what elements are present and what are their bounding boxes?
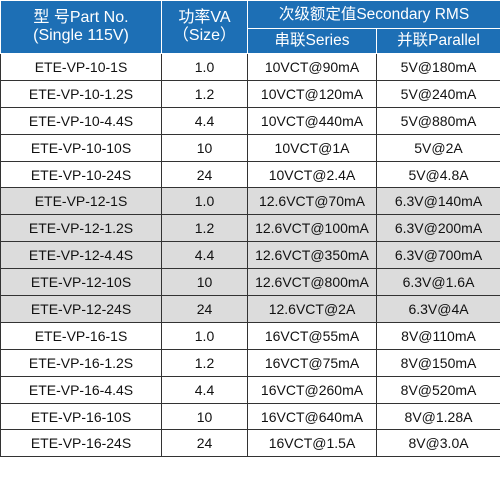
power-va-header: 功率VA （Size） [161,0,248,54]
series-rating-cell: 16VCT@260mA [247,375,377,404]
part-number-cell: ETE-VP-16-4.4S [0,375,162,404]
parallel-rating-cell: 6.3V@200mA [375,214,500,243]
table-row: ETE-VP-10-4.4S 4.4 10VCT@440mA 5V@880mA [0,106,500,135]
power-va-cell: 1.0 [161,321,248,350]
parallel-rating-cell: 8V@3.0A [375,429,500,458]
series-rating-cell: 12.6VCT@100mA [247,214,377,243]
part-number-header: 型 号Part No. (Single 115V) [0,0,162,54]
table-header: 型 号Part No. (Single 115V) 功率VA （Size） 次级… [0,0,500,55]
power-va-cell: 10 [161,402,248,431]
part-header-line1: 型 号Part No. [33,9,129,27]
table-row: ETE-VP-10-1.2S 1.2 10VCT@120mA 5V@240mA [0,79,500,108]
table-row: ETE-VP-12-1S 1.0 12.6VCT@70mA 6.3V@140mA [0,187,500,216]
power-va-cell: 1.0 [161,187,248,216]
va-header-line1: 功率VA [178,9,231,27]
parallel-rating-cell: 5V@2A [375,133,500,162]
part-number-cell: ETE-VP-12-1S [0,187,162,216]
table-row: ETE-VP-16-24S 24 16VCT@1.5A 8V@3.0A [0,429,500,458]
part-header-line2: (Single 115V) [33,27,129,44]
parallel-rating-cell: 6.3V@1.6A [375,268,500,297]
series-rating-cell: 16VCT@75mA [247,348,377,377]
series-rating-cell: 10VCT@2.4A [247,160,377,189]
series-rating-cell: 12.6VCT@70mA [247,187,377,216]
power-va-cell: 10 [161,268,248,297]
series-rating-cell: 12.6VCT@2A [247,295,377,323]
table-row: ETE-VP-10-24S 24 10VCT@2.4A 5V@4.8A [0,160,500,189]
power-va-cell: 24 [161,160,248,189]
table-row: ETE-VP-16-1S 1.0 16VCT@55mA 8V@110mA [0,321,500,350]
part-number-cell: ETE-VP-12-24S [0,295,162,323]
part-number-cell: ETE-VP-10-24S [0,160,162,189]
transformer-spec-table: 型 号Part No. (Single 115V) 功率VA （Size） 次级… [0,0,500,458]
series-rating-cell: 10VCT@90mA [247,53,377,81]
power-va-cell: 1.0 [161,53,248,81]
parallel-rating-cell: 5V@240mA [375,79,500,108]
power-va-cell: 1.2 [161,214,248,243]
parallel-rating-cell: 5V@880mA [375,106,500,135]
va-header-line2: （Size） [172,27,237,44]
power-va-cell: 4.4 [161,106,248,135]
part-number-cell: ETE-VP-16-1.2S [0,348,162,377]
table-row: ETE-VP-12-24S 24 12.6VCT@2A 6.3V@4A [0,295,500,323]
parallel-header: 并联Parallel [375,27,500,55]
table-row: ETE-VP-16-1.2S 1.2 16VCT@75mA 8V@150mA [0,348,500,377]
table-body: ETE-VP-10-1S 1.0 10VCT@90mA 5V@180mA ETE-VP-… [0,53,500,458]
table-row: ETE-VP-16-10S 10 16VCT@640mA 8V@1.28A [0,402,500,431]
power-va-cell: 10 [161,133,248,162]
table-row: ETE-VP-10-1S 1.0 10VCT@90mA 5V@180mA [0,53,500,81]
series-header: 串联Series [247,27,377,55]
part-number-cell: ETE-VP-16-1S [0,321,162,350]
table-row: ETE-VP-12-1.2S 1.2 12.6VCT@100mA 6.3V@200mA [0,214,500,243]
parallel-rating-cell: 6.3V@4A [375,295,500,323]
series-rating-cell: 16VCT@55mA [247,321,377,350]
parallel-rating-cell: 8V@110mA [375,321,500,350]
series-rating-cell: 10VCT@440mA [247,106,377,135]
series-rating-cell: 16VCT@1.5A [247,429,377,458]
table-row: ETE-VP-10-10S 10 10VCT@1A 5V@2A [0,133,500,162]
series-rating-cell: 10VCT@1A [247,133,377,162]
parallel-rating-cell: 5V@4.8A [375,160,500,189]
series-rating-cell: 10VCT@120mA [247,79,377,108]
parallel-rating-cell: 8V@150mA [375,348,500,377]
table-row: ETE-VP-12-4.4S 4.4 12.6VCT@350mA 6.3V@700mA [0,241,500,270]
parallel-rating-cell: 8V@1.28A [375,402,500,431]
part-number-cell: ETE-VP-10-4.4S [0,106,162,135]
parallel-rating-cell: 8V@520mA [375,375,500,404]
part-number-cell: ETE-VP-12-10S [0,268,162,297]
part-number-cell: ETE-VP-10-10S [0,133,162,162]
parallel-rating-cell: 5V@180mA [375,53,500,81]
parallel-rating-cell: 6.3V@700mA [375,241,500,270]
secondary-rms-header: 次级额定值Secondary RMS [246,0,500,29]
power-va-cell: 24 [161,429,248,458]
series-rating-cell: 12.6VCT@800mA [247,268,377,297]
part-number-cell: ETE-VP-10-1S [0,53,162,81]
table-row: ETE-VP-16-4.4S 4.4 16VCT@260mA 8V@520mA [0,375,500,404]
series-rating-cell: 12.6VCT@350mA [247,241,377,270]
parallel-rating-cell: 6.3V@140mA [375,187,500,216]
power-va-cell: 4.4 [161,375,248,404]
part-number-cell: ETE-VP-12-1.2S [0,214,162,243]
table-row: ETE-VP-12-10S 10 12.6VCT@800mA 6.3V@1.6A [0,268,500,297]
part-number-cell: ETE-VP-16-24S [0,429,162,458]
series-rating-cell: 16VCT@640mA [247,402,377,431]
power-va-cell: 1.2 [161,348,248,377]
part-number-cell: ETE-VP-10-1.2S [0,79,162,108]
part-number-cell: ETE-VP-12-4.4S [0,241,162,270]
power-va-cell: 4.4 [161,241,248,270]
power-va-cell: 24 [161,295,248,323]
power-va-cell: 1.2 [161,79,248,108]
part-number-cell: ETE-VP-16-10S [0,402,162,431]
